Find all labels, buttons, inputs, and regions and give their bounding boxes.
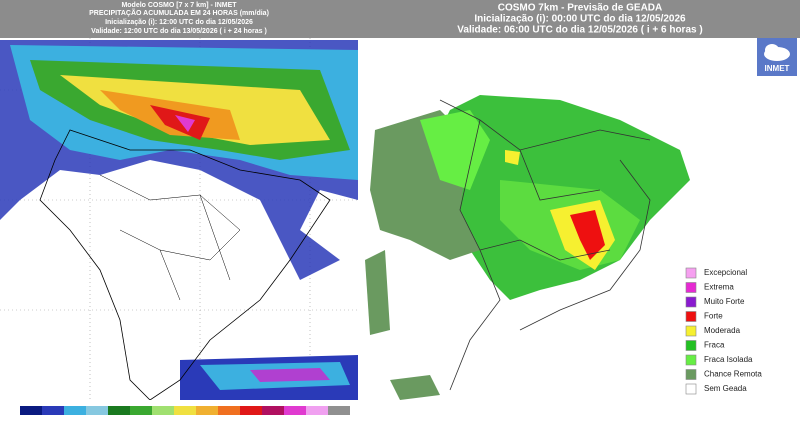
- legend-swatch: [685, 267, 697, 279]
- legend-swatch: [685, 296, 697, 308]
- legend-swatch: [685, 369, 697, 380]
- legend-label: Muito Forte: [704, 297, 745, 306]
- legend-label: Sem Geada: [704, 384, 747, 393]
- left-title: PRECIPITAÇÃO ACUMULADA EM 24 HORAS (mm/d…: [89, 8, 269, 17]
- legend-swatch: [685, 325, 697, 337]
- legend-swatch: [685, 340, 697, 351]
- legend-swatch: [685, 282, 697, 293]
- colorbar: [20, 406, 350, 415]
- legend-label: Moderada: [704, 326, 741, 335]
- legend: Excepcional Extrema Muito Forte Forte Modera…: [685, 267, 762, 395]
- right-title: COSMO 7km - Previsão de GEADA: [498, 3, 663, 14]
- legend-swatch: [685, 354, 697, 366]
- logo: [757, 38, 797, 76]
- right-title: Validade: 06:00 UTC do dia 12/05/2026 ( …: [457, 25, 702, 36]
- left-title: Modelo COSMO [7 x 7 km] - INMET: [121, 2, 237, 9]
- left-title: Inicialização (i): 12:00 UTC do dia 12/0…: [105, 19, 253, 26]
- frost-map: [358, 0, 800, 423]
- legend-swatch: [685, 311, 697, 322]
- legend-swatch: [685, 383, 697, 395]
- legend-label: Chance Remota: [704, 370, 762, 379]
- left-title: Validade: 12:00 UTC do dia 13/05/2026 ( …: [91, 28, 267, 35]
- legend-label: Excepcional: [704, 268, 747, 277]
- legend-label: Fraca: [704, 341, 725, 350]
- right-title: Inicialização (i): 00:00 UTC do dia 12/0…: [474, 14, 686, 25]
- logo-text: INMET: [765, 64, 790, 73]
- legend-label: Forte: [704, 312, 723, 321]
- legend-label: Fraca Isolada: [704, 355, 753, 364]
- precip-map: [0, 0, 358, 423]
- legend-label: Extrema: [704, 283, 734, 292]
